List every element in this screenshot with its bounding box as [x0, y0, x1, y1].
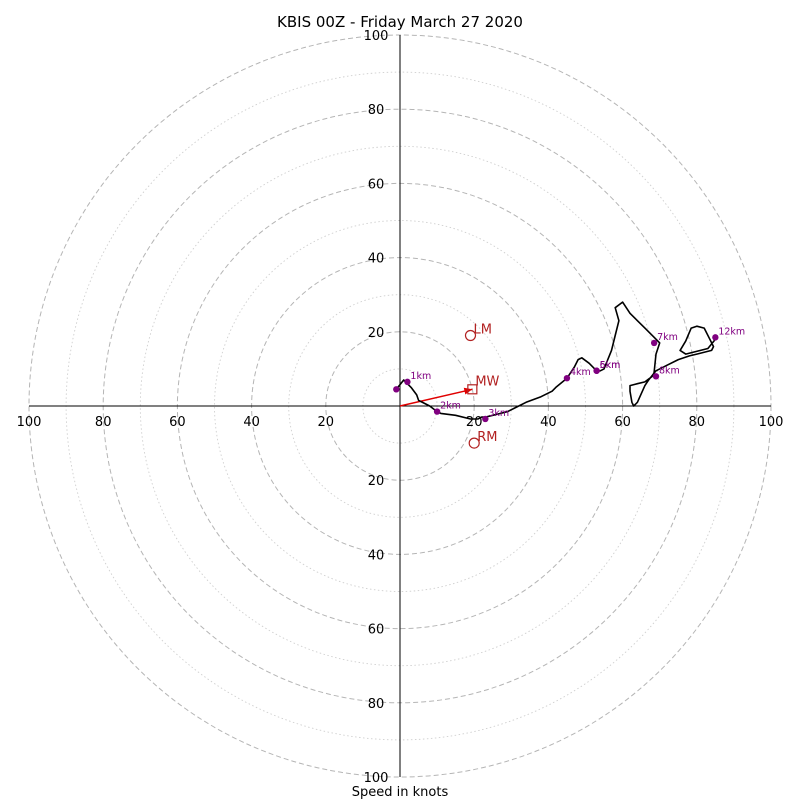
height-marker-point-unlabeled-0 — [393, 386, 400, 393]
height-marker-label-7km: 7km — [657, 332, 678, 343]
height-marker-label-4km: 4km — [570, 367, 591, 378]
tick-label-y-pos-100: 100 — [364, 29, 389, 44]
height-marker-point-7km — [650, 339, 658, 347]
hodograph-trace — [395, 301, 717, 420]
mean-wind-square — [467, 384, 478, 395]
height-marker-label-12km: 12km — [718, 326, 745, 337]
height-marker-label-3km: 3km — [488, 408, 509, 419]
tick-label-y-pos-80: 80 — [368, 103, 385, 118]
right-mover-circle — [468, 437, 480, 449]
tick-label-y-pos-20: 20 — [368, 326, 385, 341]
tick-label-x-pos-40: 40 — [540, 415, 557, 430]
x-axis-label: Speed in knots — [352, 785, 449, 800]
tick-label-x-neg-100: 100 — [17, 415, 42, 430]
tick-label-y-neg-40: 40 — [368, 548, 385, 563]
shear-vector — [399, 387, 473, 407]
height-marker-point-6km — [593, 367, 600, 374]
tick-label-y-pos-40: 40 — [368, 252, 385, 267]
tick-label-x-neg-40: 40 — [243, 415, 260, 430]
tick-label-y-pos-60: 60 — [368, 177, 385, 192]
right-mover-label: RM — [477, 430, 497, 445]
height-marker-point-1km — [404, 378, 411, 386]
height-marker-label-5km: 5km — [600, 360, 621, 371]
storm-motion-markers: MW LM RM — [464, 323, 500, 449]
tick-label-x-pos-100: 100 — [759, 415, 784, 430]
tick-label-x-neg-60: 60 — [169, 415, 186, 430]
tick-label-y-neg-20: 20 — [368, 474, 385, 489]
tick-label-x-neg-20: 20 — [318, 415, 335, 430]
tick-labels: 2020202040404040606060608080808010010010… — [17, 29, 784, 786]
height-marker-label-2km: 2km — [440, 401, 461, 412]
height-marker-point-4km — [563, 374, 571, 382]
height-marker-label-1km: 1km — [410, 371, 431, 382]
height-marker-point-2km — [433, 408, 441, 415]
tick-label-x-pos-80: 80 — [689, 415, 706, 430]
tick-label-y-neg-100: 100 — [364, 771, 389, 786]
height-marker-point-3km — [482, 415, 489, 423]
height-marker-point-8km — [652, 373, 660, 380]
height-marker-label-8km: 8km — [659, 365, 680, 376]
tick-label-y-neg-80: 80 — [368, 697, 385, 712]
left-mover-label: LM — [473, 323, 491, 338]
tick-label-x-neg-80: 80 — [95, 415, 112, 430]
chart-title: KBIS 00Z - Friday March 27 2020 — [277, 13, 523, 31]
left-mover-circle — [464, 329, 477, 342]
mean-wind-label: MW — [475, 374, 499, 389]
height-marker-point-12km — [712, 334, 719, 341]
tick-label-x-pos-60: 60 — [614, 415, 631, 430]
height-marker-label-6km: 6km — [600, 360, 621, 371]
shear-vector-line — [399, 388, 473, 407]
tick-label-y-neg-60: 60 — [368, 623, 385, 638]
